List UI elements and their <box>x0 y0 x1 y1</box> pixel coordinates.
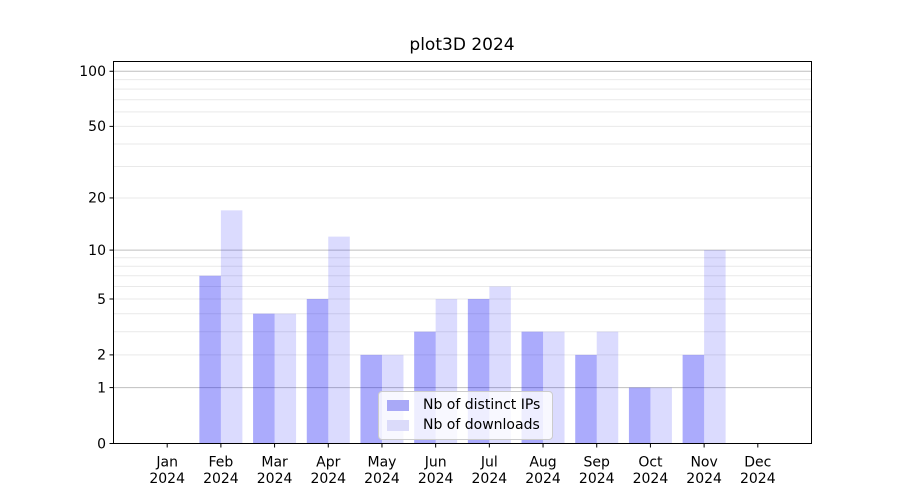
x-tick-label-year-feb: 2024 <box>203 471 239 487</box>
y-tick-label-100: 100 <box>79 64 106 80</box>
x-tick-label-month-apr: Apr <box>316 455 340 471</box>
x-tick-label-year-apr: 2024 <box>310 471 346 487</box>
x-tick-label-year-oct: 2024 <box>633 471 669 487</box>
x-tick-label-year-jan: 2024 <box>149 471 185 487</box>
grid-minor <box>113 79 812 356</box>
legend-swatch-downloads <box>387 420 409 431</box>
x-tick-label-month-jun: Jun <box>424 455 447 471</box>
x-tick-label-year-dec: 2024 <box>740 471 776 487</box>
x-axis: Jan2024Feb2024Mar2024Apr2024May2024Jun20… <box>149 443 776 487</box>
x-tick-label-year-aug: 2024 <box>525 471 561 487</box>
bar-mar-distinct-ips <box>253 313 275 444</box>
x-tick-label-year-jun: 2024 <box>418 471 454 487</box>
x-tick-label-month-may: May <box>367 455 396 471</box>
bar-may-distinct-ips <box>360 354 382 444</box>
bar-mar-downloads <box>274 313 297 444</box>
grid-major <box>113 70 812 389</box>
x-tick-label-month-sep: Sep <box>584 455 611 471</box>
y-tick-label-0: 0 <box>97 436 106 452</box>
axes-spines <box>113 61 812 444</box>
x-tick-label-year-may: 2024 <box>364 471 400 487</box>
y-tick-label-50: 50 <box>88 119 106 135</box>
y-tick-label-2: 2 <box>97 348 106 364</box>
x-tick-label-month-mar: Mar <box>261 455 288 471</box>
y-tick-label-10: 10 <box>88 243 106 259</box>
bar-feb-downloads <box>220 210 243 444</box>
bar-sep-downloads <box>596 331 619 444</box>
x-tick-label-month-dec: Dec <box>744 455 771 471</box>
bar-apr-distinct-ips <box>306 298 329 444</box>
chart-title: plot3D 2024 <box>409 35 515 55</box>
x-tick-label-month-jan: Jan <box>155 455 178 471</box>
x-tick-label-year-nov: 2024 <box>686 471 722 487</box>
y-tick-label-20: 20 <box>88 191 106 207</box>
bar-sep-distinct-ips <box>575 354 597 444</box>
bar-feb-distinct-ips <box>199 275 221 444</box>
bar-oct-downloads <box>650 387 672 444</box>
legend-label-distinct-ips: Nb of distinct IPs <box>423 397 541 413</box>
x-tick-label-year-sep: 2024 <box>579 471 615 487</box>
bar-apr-downloads <box>328 236 350 444</box>
x-tick-label-month-feb: Feb <box>208 455 233 471</box>
x-tick-label-month-aug: Aug <box>529 455 556 471</box>
bar-oct-distinct-ips <box>628 387 651 444</box>
x-tick-label-year-mar: 2024 <box>257 471 293 487</box>
legend-label-downloads: Nb of downloads <box>423 417 540 433</box>
legend-box: Nb of distinct IPs Nb of downloads <box>378 391 554 440</box>
x-tick-label-year-jul: 2024 <box>472 471 508 487</box>
x-tick-label-month-jul: Jul <box>480 455 498 471</box>
y-tick-label-1: 1 <box>97 380 106 396</box>
x-tick-label-month-nov: Nov <box>690 455 717 471</box>
x-tick-label-month-oct: Oct <box>638 455 663 471</box>
legend-item-distinct-ips: Nb of distinct IPs <box>387 398 540 413</box>
bar-nov-distinct-ips <box>682 354 705 444</box>
legend-item-downloads: Nb of downloads <box>387 418 540 433</box>
legend-swatch-distinct-ips <box>387 400 409 411</box>
y-tick-label-5: 5 <box>97 292 106 308</box>
bar-nov-downloads <box>704 250 726 444</box>
y-axis: 0 1 2 5 10 20 50 100 <box>79 64 114 452</box>
